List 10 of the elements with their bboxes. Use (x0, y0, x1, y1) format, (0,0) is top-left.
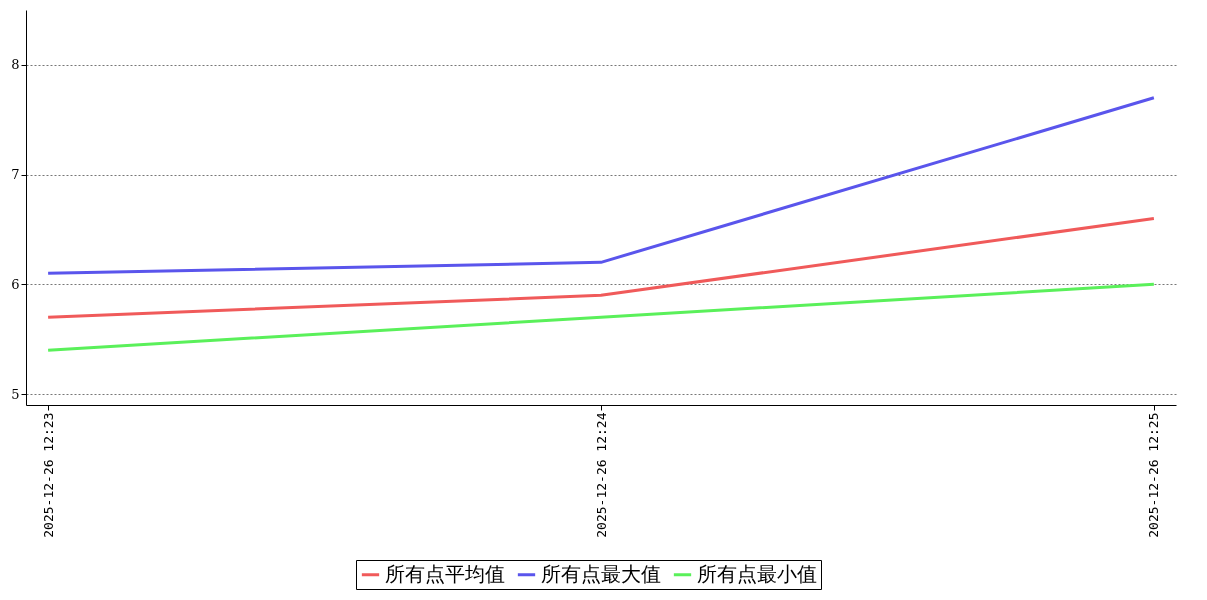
legend-label: 所有点最小值 (697, 561, 817, 586)
y-tick-label: 5 (11, 386, 20, 402)
x-tick-label: 2025-12-26 12:25 (1146, 412, 1162, 538)
x-tick-label: 2025-12-26 12:23 (40, 412, 56, 538)
x-tick-label: 2025-12-26 12:24 (593, 412, 609, 538)
y-tick-label: 7 (11, 167, 20, 183)
legend-label: 所有点最大值 (541, 561, 661, 586)
legend-label: 所有点平均值 (385, 561, 505, 586)
y-tick-label: 8 (11, 57, 20, 73)
y-tick-label: 6 (11, 276, 20, 292)
